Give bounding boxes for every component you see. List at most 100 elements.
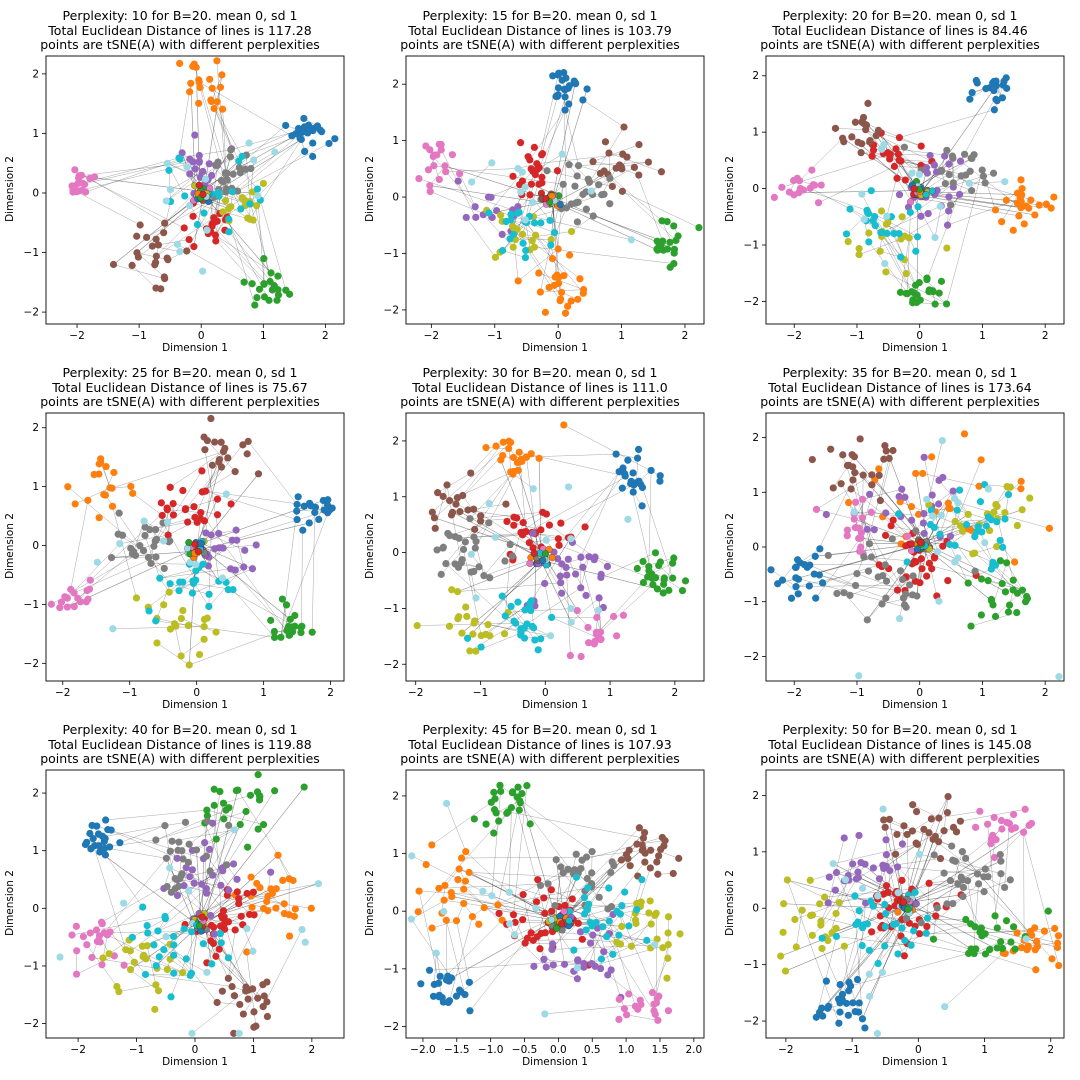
data-point — [997, 870, 1005, 878]
data-point — [949, 856, 957, 864]
data-point — [470, 619, 478, 627]
connection-line — [563, 424, 661, 476]
connection-line — [509, 807, 512, 893]
data-point — [597, 955, 606, 963]
y-tick-label: 0 — [32, 903, 39, 915]
data-point — [260, 992, 268, 1000]
data-point — [161, 219, 169, 227]
hub-point — [541, 550, 550, 558]
data-point — [554, 535, 562, 543]
data-point — [225, 821, 233, 830]
data-point — [154, 241, 162, 249]
connection-line — [514, 228, 581, 279]
data-point — [1001, 515, 1009, 523]
data-point — [553, 167, 562, 175]
connection-line — [164, 193, 195, 224]
x-axis-label: Dimension 1 — [882, 1056, 948, 1068]
data-point — [567, 535, 575, 543]
connection-line — [652, 958, 669, 993]
data-point — [898, 924, 906, 932]
data-point — [794, 590, 802, 598]
data-point — [908, 516, 916, 524]
data-point — [547, 241, 555, 249]
data-point — [190, 243, 198, 251]
data-point — [532, 898, 541, 906]
connection-line — [538, 557, 572, 623]
data-point — [840, 942, 848, 950]
data-point — [83, 941, 91, 949]
data-point — [588, 869, 596, 877]
data-point — [461, 538, 469, 546]
data-point — [892, 145, 900, 153]
data-point — [893, 586, 902, 594]
data-point — [606, 200, 614, 208]
connection-line — [105, 854, 143, 908]
data-point — [906, 208, 914, 216]
subplot-title: Perplexity: 20 for B=20. mean 0, sd 1 Tot… — [720, 8, 1080, 53]
data-point — [881, 923, 889, 931]
data-point — [240, 563, 248, 571]
data-point — [452, 500, 460, 508]
data-point — [475, 563, 483, 571]
data-point — [133, 232, 141, 240]
data-point — [109, 260, 118, 269]
axes-frame — [765, 412, 1065, 682]
data-point — [526, 820, 534, 828]
data-point — [993, 518, 1001, 526]
data-point — [981, 865, 989, 873]
data-point — [897, 157, 905, 165]
connection-line — [667, 916, 669, 959]
data-point — [430, 162, 438, 170]
data-point — [152, 284, 160, 292]
data-point — [231, 926, 239, 934]
data-point — [558, 589, 566, 597]
data-point — [943, 221, 952, 229]
data-point — [200, 635, 208, 643]
data-point — [864, 99, 872, 108]
data-point — [670, 554, 678, 562]
connection-line — [810, 187, 874, 221]
data-point — [553, 92, 561, 101]
data-point — [92, 926, 101, 934]
data-point — [228, 536, 236, 544]
data-point — [880, 816, 888, 824]
hub-point — [195, 922, 204, 930]
connection-line — [588, 926, 604, 966]
data-point — [101, 851, 110, 859]
data-point — [942, 300, 951, 308]
data-point — [646, 864, 654, 872]
data-point — [604, 971, 612, 979]
connection-line — [193, 202, 224, 213]
data-point — [195, 151, 203, 160]
data-point — [1010, 558, 1019, 566]
data-point — [627, 236, 635, 244]
data-point — [72, 922, 80, 930]
data-point — [229, 586, 237, 594]
data-point — [250, 156, 258, 164]
data-point — [415, 174, 423, 183]
data-point — [297, 629, 305, 637]
x-tick-label: −1 — [487, 330, 502, 342]
data-point — [562, 204, 570, 212]
data-point — [163, 506, 171, 514]
data-point — [116, 540, 124, 548]
data-point — [487, 798, 495, 806]
data-point — [141, 970, 150, 979]
data-point — [498, 592, 506, 600]
connection-line — [848, 502, 868, 530]
data-point — [221, 197, 230, 205]
data-point — [235, 1029, 243, 1037]
data-point — [548, 255, 557, 263]
data-point — [314, 880, 323, 888]
connection-line — [947, 174, 966, 226]
data-point — [908, 591, 917, 599]
connection-line — [642, 487, 673, 579]
connection-line — [483, 544, 511, 576]
connection-line — [164, 884, 202, 917]
data-point — [898, 213, 906, 221]
connection-line — [300, 530, 304, 633]
data-point — [973, 528, 981, 536]
data-point — [231, 468, 239, 476]
connection-line — [223, 896, 268, 911]
data-point — [532, 231, 540, 239]
